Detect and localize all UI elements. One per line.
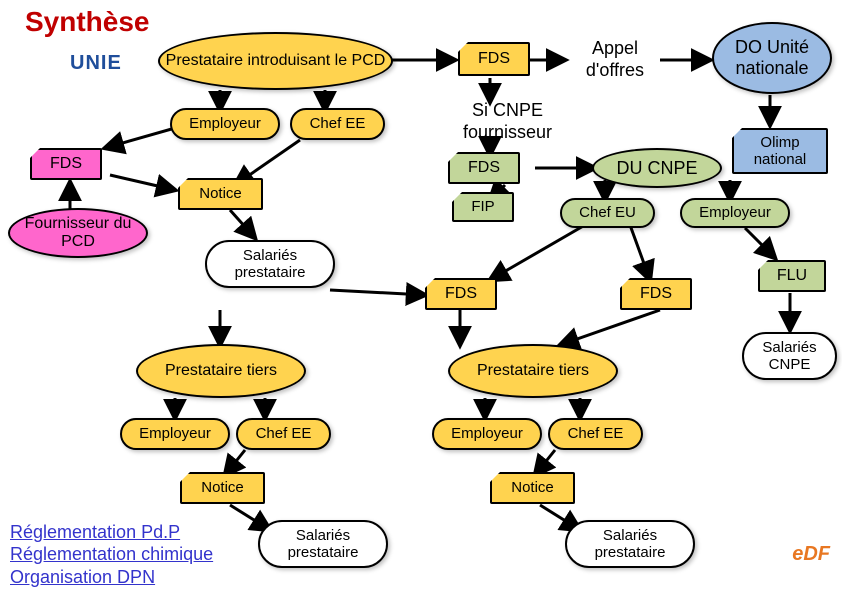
fds-green: FDS [448,152,520,184]
fds-top-label: FDS [478,50,510,68]
chef-ee-right-bottom: Chef EE [548,418,643,450]
olimp-box: Olimp national [732,128,828,174]
du-cnpe-ellipse: DU CNPE [592,148,722,188]
fds-mid-right: FDS [620,278,692,310]
fds-top: FDS [458,42,530,76]
page-title: Synthèse [25,6,150,38]
chef-ee-left-bottom: Chef EE [236,418,331,450]
fds-mid-left: FDS [425,278,497,310]
fournisseur-pcd: Fournisseur du PCD [8,208,148,258]
notice-right-bottom: Notice [490,472,575,504]
salaries-prestataire-right-bottom: Salariés prestataire [565,520,695,568]
employeur-top: Employeur [170,108,280,140]
flu-box: FLU [758,260,826,292]
salaries-cnpe: Salariés CNPE [742,332,837,380]
employeur-du: Employeur [680,198,790,228]
notice-left-bottom: Notice [180,472,265,504]
footer-link-2[interactable]: Réglementation chimique [10,543,213,566]
fds-pink: FDS [30,148,102,180]
prestataire-pcd-ellipse: Prestataire introduisant le PCD [158,32,393,90]
footer-links[interactable]: Réglementation Pd.P Réglementation chimi… [10,521,213,589]
prestataire-tiers-left: Prestataire tiers [136,344,306,398]
chef-eu: Chef EU [560,198,655,228]
employeur-left-bottom: Employeur [120,418,230,450]
salaries-prestataire-center: Salariés prestataire [205,240,335,288]
appel-offres-text: Appel d'offres [570,38,660,81]
footer-link-1[interactable]: Réglementation Pd.P [10,521,213,544]
si-cnpe-text: Si CNPE fournisseur [440,100,575,143]
arrows-layer [0,0,842,596]
footer-link-3[interactable]: Organisation DPN [10,566,213,589]
prestataire-pcd-label: Prestataire introduisant le PCD [166,52,386,70]
unie-logo: UNIE [70,52,122,75]
edf-logo: eDF [792,543,830,566]
notice-top: Notice [178,178,263,210]
salaries-prestataire-left-bottom: Salariés prestataire [258,520,388,568]
prestataire-tiers-right: Prestataire tiers [448,344,618,398]
chef-ee-top: Chef EE [290,108,385,140]
do-unite-label: DO Unité nationale [714,37,830,78]
do-unite-ellipse: DO Unité nationale [712,22,832,94]
employeur-right-bottom: Employeur [432,418,542,450]
fip-box: FIP [452,192,514,222]
